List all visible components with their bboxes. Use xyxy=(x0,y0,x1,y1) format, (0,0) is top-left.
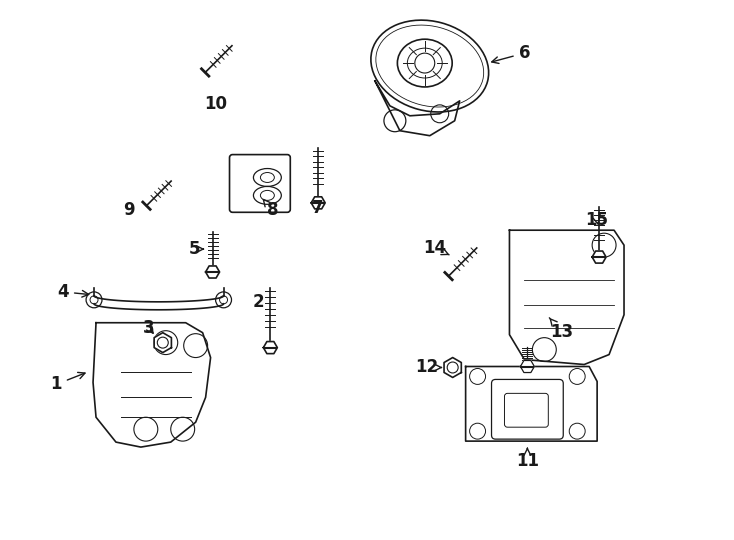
Text: 6: 6 xyxy=(492,44,530,63)
Text: 2: 2 xyxy=(252,293,264,311)
Text: 10: 10 xyxy=(204,95,227,113)
Polygon shape xyxy=(154,333,172,353)
Text: 14: 14 xyxy=(424,239,449,257)
Text: 8: 8 xyxy=(264,199,278,219)
Text: 3: 3 xyxy=(143,319,155,337)
Text: 13: 13 xyxy=(549,318,573,341)
Text: 1: 1 xyxy=(51,373,85,394)
Text: 4: 4 xyxy=(57,283,89,301)
Text: 11: 11 xyxy=(516,449,539,470)
Polygon shape xyxy=(592,251,606,263)
Polygon shape xyxy=(444,357,461,377)
Polygon shape xyxy=(311,197,325,209)
Polygon shape xyxy=(93,323,211,447)
Text: 5: 5 xyxy=(189,240,203,258)
Polygon shape xyxy=(465,367,597,441)
Polygon shape xyxy=(375,81,459,136)
Text: 9: 9 xyxy=(123,201,135,219)
Text: 12: 12 xyxy=(415,359,442,376)
Polygon shape xyxy=(264,342,277,354)
Polygon shape xyxy=(520,361,534,373)
Text: 7: 7 xyxy=(313,199,324,217)
Polygon shape xyxy=(509,230,624,364)
Text: 15: 15 xyxy=(586,211,608,230)
Polygon shape xyxy=(206,266,219,278)
